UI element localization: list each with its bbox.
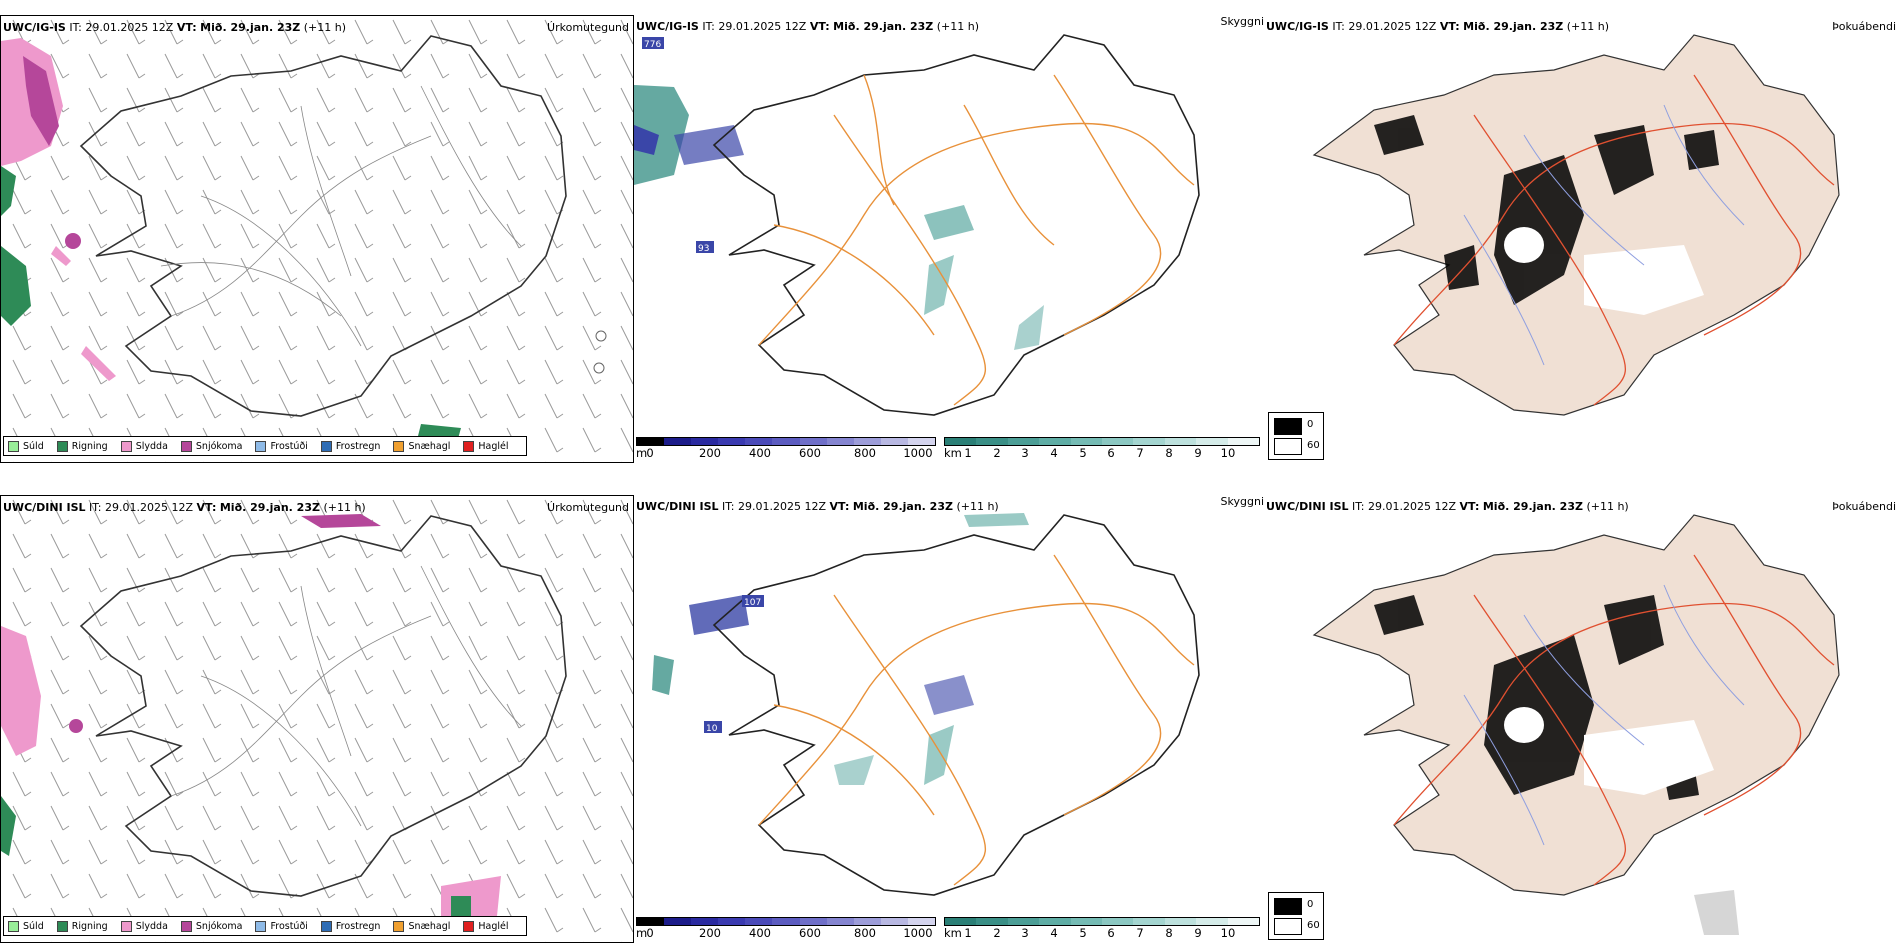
km-scale-row1: km 1 2 3 4 5 6 7 8 9 10 — [944, 437, 1260, 460]
clear-areas — [1504, 707, 1714, 795]
height-scale-row1: m 0 200 400 600 800 1000 — [636, 437, 936, 460]
iceland-outline — [79, 35, 567, 417]
fog-areas — [1374, 115, 1719, 305]
roads — [160, 85, 522, 347]
panel-title-visibility: Skyggni — [1220, 495, 1264, 508]
label-value: 107 — [744, 598, 761, 608]
fog-panel-row1: UWC/IG-IS IT: 29.01.2025 12Z VT: Mið. 29… — [1264, 15, 1900, 463]
precip-type-legend: Súld Rigning Slydda Snjókoma Frostúði Fr… — [3, 436, 527, 456]
rivers — [1463, 584, 1745, 846]
label-value: 776 — [644, 40, 661, 50]
fog-panel-row2: UWC/DINI ISL IT: 29.01.2025 12Z VT: Mið.… — [1264, 495, 1900, 943]
height-scale-row2: m 0 200 400 600 800 1000 — [636, 917, 936, 940]
run-header: UWC/IG-IS IT: 29.01.2025 12Z VT: Mið. 29… — [636, 20, 980, 33]
fog-patch — [1694, 890, 1739, 935]
run-header: UWC/DINI ISL IT: 29.01.2025 12Z VT: Mið.… — [636, 500, 999, 513]
visibility-panel-row1: 776 93 UWC/IG-IS IT: 29.01.2025 12Z VT: … — [634, 15, 1264, 463]
fog-legend-row1: 0 60 — [1268, 412, 1324, 460]
km-scale-row2: km 1 2 3 4 5 6 7 8 9 10 — [944, 917, 1260, 940]
run-header: UWC/DINI ISL IT: 29.01.2025 12Z VT: Mið.… — [1266, 500, 1629, 513]
wind-barbs — [1, 496, 633, 942]
panel-title-fog: Þokuábendi — [1832, 500, 1896, 513]
panel-title-precip: Úrkomutegund — [547, 21, 629, 34]
run-header: UWC/IG-IS IT: 29.01.2025 12Z VT: Mið. 29… — [1266, 20, 1610, 33]
point-labels — [642, 37, 714, 253]
rivers — [1463, 104, 1745, 366]
iceland-outline — [712, 514, 1200, 896]
visibility-map: 107 10 — [652, 513, 1200, 896]
panel-title-fog: Þokuábendi — [1832, 20, 1896, 33]
roads — [758, 74, 1195, 406]
precip-type-legend: Súld Rigning Slydda Snjókoma Frostúði Fr… — [3, 916, 527, 936]
wind-barbs — [1, 16, 633, 462]
fog-map — [1312, 34, 1840, 416]
iceland-outline — [79, 515, 567, 897]
roads — [170, 565, 522, 827]
precip-map — [1, 496, 633, 942]
clear-areas — [1504, 227, 1704, 315]
precip-areas — [1, 38, 461, 446]
label-value: 10 — [706, 724, 718, 734]
roads — [1393, 74, 1835, 406]
point-labels — [704, 595, 764, 733]
panel-title-precip: Úrkomutegund — [547, 501, 629, 514]
roads — [758, 554, 1195, 886]
label-value: 93 — [698, 244, 709, 254]
fog-map — [1312, 514, 1840, 935]
precip-type-panel-row1: UWC/IG-IS IT: 29.01.2025 12Z VT: Mið. 29… — [0, 15, 634, 463]
precip-type-panel-row2: UWC/DINI ISL IT: 29.01.2025 12Z VT: Mið.… — [0, 495, 634, 943]
panel-title-visibility: Skyggni — [1220, 15, 1264, 28]
roads — [1393, 554, 1835, 886]
iceland-outline — [712, 34, 1200, 416]
visibility-map: 776 93 — [634, 34, 1200, 416]
run-header: UWC/IG-IS IT: 29.01.2025 12Z VT: Mið. 29… — [3, 21, 347, 34]
fog-legend-row2: 0 60 — [1268, 892, 1324, 940]
run-header: UWC/DINI ISL IT: 29.01.2025 12Z VT: Mið.… — [3, 501, 366, 514]
precip-map — [1, 16, 633, 462]
visibility-panel-row2: 107 10 UWC/DINI ISL IT: 29.01.2025 12Z V… — [634, 495, 1264, 943]
